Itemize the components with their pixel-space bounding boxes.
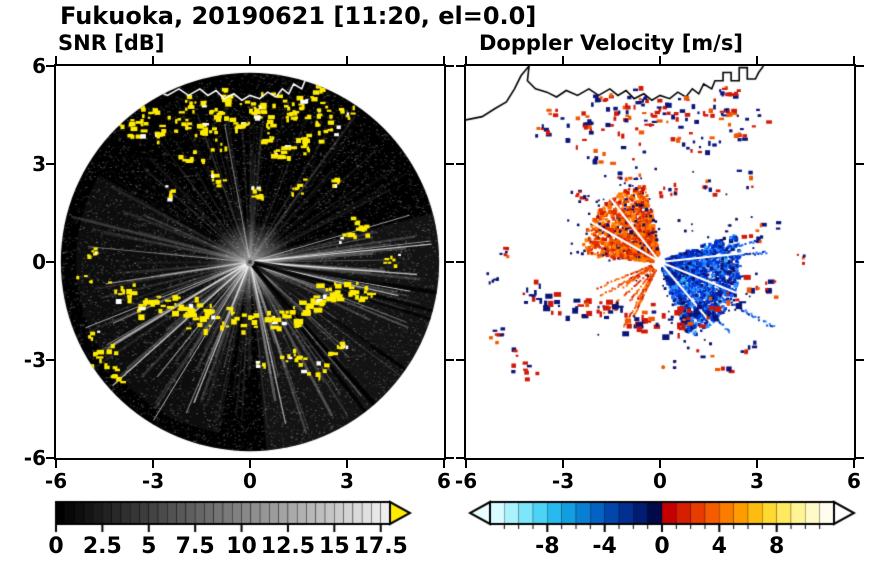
axis-tick-left [456,162,464,166]
x-tick-label: 0 [653,469,667,493]
snr-colorbar-tick-label: 0 [48,534,64,559]
axis-tick-left [46,260,54,264]
snr-colorbar-tick-label: 2.5 [82,534,122,559]
y-tick-label: 0 [32,250,46,274]
axis-tick-bottom [442,460,446,468]
axis-tick-left [46,456,54,460]
vel-colorbar-tick-label: -4 [592,534,617,559]
axis-tick-bottom [755,460,759,468]
x-tick-label: -3 [141,469,165,493]
axis-tick-left [46,162,54,166]
vel-colorbar-tick-label: 4 [711,534,727,559]
y-tick-label: 3 [32,152,46,176]
snr-colorbar-tick-label: 15 [319,534,350,559]
axis-tick-top [464,56,468,64]
axis-tick-right [856,260,864,264]
axis-tick-top [442,56,446,64]
axis-tick-top [658,56,662,64]
axis-tick-bottom [151,460,155,468]
snr-colorbar-canvas [46,500,418,534]
axis-tick-bottom [54,460,58,468]
vel-colorbar-tick-label: 8 [769,534,785,559]
snr-colorbar-tick-label: 5 [141,534,157,559]
axis-tick-top [852,56,856,64]
x-tick-label: 3 [340,469,354,493]
axis-tick-right [446,456,454,460]
y-tick-label: 6 [32,54,46,78]
y-tick-label: -3 [23,348,46,372]
axis-tick-right [856,456,864,460]
snr-colorbar-tick-label: 12.5 [260,534,316,559]
velocity-radar-canvas [466,66,854,458]
snr-colorbar-tick-label: 17.5 [353,534,408,559]
vel-colorbar-tick-label: 0 [654,534,670,559]
axis-tick-left [46,64,54,68]
axis-tick-bottom [852,460,856,468]
axis-tick-right [446,64,454,68]
axis-tick-right [856,358,864,362]
axis-tick-left [456,260,464,264]
axis-tick-top [248,56,252,64]
axis-tick-top [345,56,349,64]
axis-tick-bottom [561,460,565,468]
velocity-panel-title: Doppler Velocity [m/s] [479,31,743,55]
x-tick-label: 6 [437,469,451,493]
x-tick-label: 3 [750,469,764,493]
x-tick-label: 6 [847,469,861,493]
axis-tick-bottom [248,460,252,468]
snr-panel-title: SNR [dB] [58,31,165,55]
axis-tick-right [446,162,454,166]
x-tick-label: -6 [454,469,478,493]
axis-tick-bottom [464,460,468,468]
snr-panel-frame [54,64,446,460]
axis-tick-right [856,162,864,166]
x-tick-label: 0 [243,469,257,493]
axis-tick-top [151,56,155,64]
vel-colorbar-tick-label: -8 [535,534,560,559]
axis-tick-left [456,358,464,362]
axis-tick-left [456,64,464,68]
snr-radar-canvas [56,66,444,458]
axis-tick-top [755,56,759,64]
axis-tick-top [54,56,58,64]
velocity-panel-frame [464,64,856,460]
snr-colorbar-tick-label: 7.5 [175,534,215,559]
velocity-colorbar-canvas [455,500,865,534]
x-tick-label: -3 [551,469,575,493]
axis-tick-right [446,358,454,362]
axis-tick-top [561,56,565,64]
axis-tick-left [46,358,54,362]
axis-tick-right [856,64,864,68]
snr-colorbar-tick-label: 10 [226,534,257,559]
axis-tick-left [456,456,464,460]
axis-tick-bottom [658,460,662,468]
figure-title: Fukuoka, 20190621 [11:20, el=0.0] [60,2,537,30]
axis-tick-right [446,260,454,264]
y-tick-label: -6 [23,446,46,470]
x-tick-label: -6 [44,469,68,493]
axis-tick-bottom [345,460,349,468]
